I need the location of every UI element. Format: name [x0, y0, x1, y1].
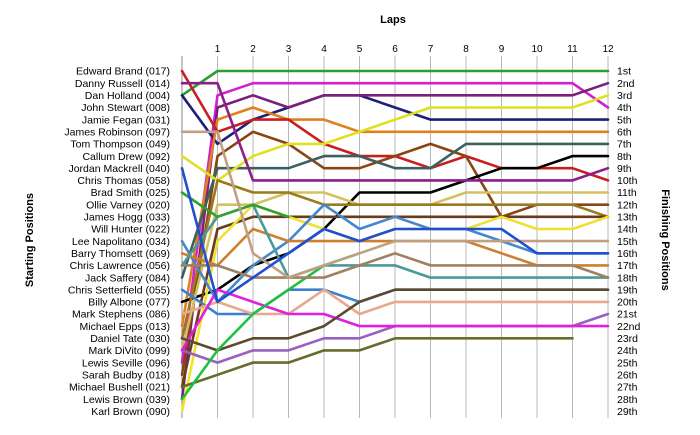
starting-position-label: Michael Bushell (021): [69, 382, 170, 394]
series-line-12: [180, 81, 610, 182]
series-line-1: [180, 69, 610, 97]
finishing-position-label: 27th: [617, 382, 638, 394]
starting-position-label: Chris Setterfield (055): [68, 284, 170, 296]
starting-position-label: Mark Stephens (086): [72, 309, 170, 321]
x-axis-title: Laps: [380, 14, 406, 26]
series-line-24: [180, 336, 574, 389]
x-tick-labels: 1 2 3 4 5 6 7 8 9 10 11 12: [215, 44, 614, 55]
finishing-position-label: 3rd: [617, 90, 632, 102]
series-line-23: [180, 288, 610, 352]
finishing-position-label: 20th: [617, 297, 638, 309]
starting-position-label: Jamie Fegan (031): [82, 114, 170, 126]
starting-position-label: Michael Epps (013): [80, 321, 170, 333]
starting-position-label: Callum Drew (092): [82, 151, 170, 163]
series-line-28: [180, 130, 610, 279]
x-tick-label: 8: [463, 44, 469, 55]
starting-position-label: Lewis Brown (039): [83, 394, 170, 406]
finishing-position-label: 25th: [617, 357, 638, 369]
finishing-position-label: 28th: [617, 394, 638, 406]
finishing-position-label: 7th: [617, 139, 632, 151]
series-line-22: [180, 288, 610, 352]
starting-position-label: Dan Holland (004): [85, 90, 170, 102]
finishing-position-label: 18th: [617, 272, 638, 284]
x-tick-label: 10: [531, 44, 543, 55]
finishing-position-label: 8th: [617, 151, 632, 163]
x-tick-label: 4: [321, 44, 327, 55]
x-tick-label: 2: [250, 44, 256, 55]
series-line-4: [180, 81, 610, 401]
finishing-position-label: 23rd: [617, 333, 638, 345]
series-line-10: [180, 94, 610, 182]
series-line-26: [180, 191, 290, 219]
starting-position-label: Jack Saffery (084): [85, 272, 170, 284]
starting-position-label: Karl Brown (090): [91, 406, 170, 418]
x-tick-label: 1: [215, 44, 221, 55]
finishing-position-label: 10th: [617, 175, 638, 187]
starting-position-label: Daniel Tate (030): [90, 333, 170, 345]
starting-position-label: Danny Russell (014): [75, 78, 170, 90]
starting-position-label: Will Hunter (022): [91, 224, 170, 236]
series-lines: [180, 69, 610, 413]
starting-position-label: James Robinson (097): [64, 126, 170, 138]
starting-position-label: Barry Thomsett (069): [71, 248, 170, 260]
x-tick-label: 7: [428, 44, 434, 55]
starting-position-label: Jordan Mackrell (040): [68, 163, 170, 175]
finishing-position-label: 5th: [617, 114, 632, 126]
left-y-axis-title: Starting Positions: [24, 193, 36, 287]
starting-position-label: Billy Albone (077): [88, 297, 170, 309]
finishing-position-label: 17th: [617, 260, 638, 272]
finishing-position-label: 2nd: [617, 78, 635, 90]
series-line-5: [180, 106, 610, 328]
finishing-position-label: 26th: [617, 369, 638, 381]
series-line-8: [180, 142, 610, 279]
finishing-position-label: 14th: [617, 224, 638, 236]
finishing-position-label: 15th: [617, 236, 638, 248]
finishing-position-label: 9th: [617, 163, 632, 175]
finishing-position-labels: 1st2nd3rd4th5th6th7th8th9th10th11th12th1…: [617, 66, 641, 418]
starting-position-label: Sarah Budby (018): [82, 369, 170, 381]
finishing-position-label: 24th: [617, 345, 638, 357]
finishing-position-label: 21st: [617, 309, 637, 321]
series-line-13: [180, 179, 610, 340]
finishing-position-label: 19th: [617, 284, 638, 296]
starting-position-labels: Edward Brand (017)Danny Russell (014)Dan…: [64, 66, 170, 418]
x-tick-label: 9: [499, 44, 505, 55]
finishing-position-label: 4th: [617, 102, 632, 114]
starting-position-label: Lewis Seville (096): [82, 357, 170, 369]
starting-position-label: Tom Thompson (049): [70, 139, 170, 151]
finishing-position-label: 1st: [617, 66, 631, 78]
series-line-2: [180, 81, 610, 364]
starting-position-label: John Stewart (008): [81, 102, 170, 114]
starting-position-label: Lee Napolitano (034): [72, 236, 170, 248]
right-y-axis-title: Finishing Positions: [659, 189, 671, 290]
x-tick-label: 6: [392, 44, 398, 55]
series-line-29: [180, 166, 610, 304]
x-tick-label: 11: [567, 44, 578, 55]
starting-position-label: Chris Lawrence (056): [70, 260, 170, 272]
x-tick-label: 12: [602, 44, 614, 55]
starting-position-label: Edward Brand (017): [76, 66, 170, 78]
finishing-position-label: 13th: [617, 212, 638, 224]
finishing-position-label: 16th: [617, 248, 638, 260]
finishing-position-label: 12th: [617, 199, 638, 211]
x-tick-label: 5: [357, 44, 363, 55]
finishing-position-label: 11th: [617, 187, 637, 199]
starting-position-label: Chris Thomas (058): [77, 175, 170, 187]
finishing-position-label: 29th: [617, 406, 638, 418]
starting-position-label: Mark DiVito (099): [89, 345, 171, 357]
x-tick-label: 3: [286, 44, 292, 55]
starting-position-label: Brad Smith (025): [91, 187, 170, 199]
finishing-position-label: 6th: [617, 126, 632, 138]
grid: [181, 56, 609, 418]
finishing-position-label: 22nd: [617, 321, 641, 333]
starting-position-label: James Hogg (033): [84, 212, 170, 224]
starting-position-label: Ollie Varney (020): [86, 199, 170, 211]
